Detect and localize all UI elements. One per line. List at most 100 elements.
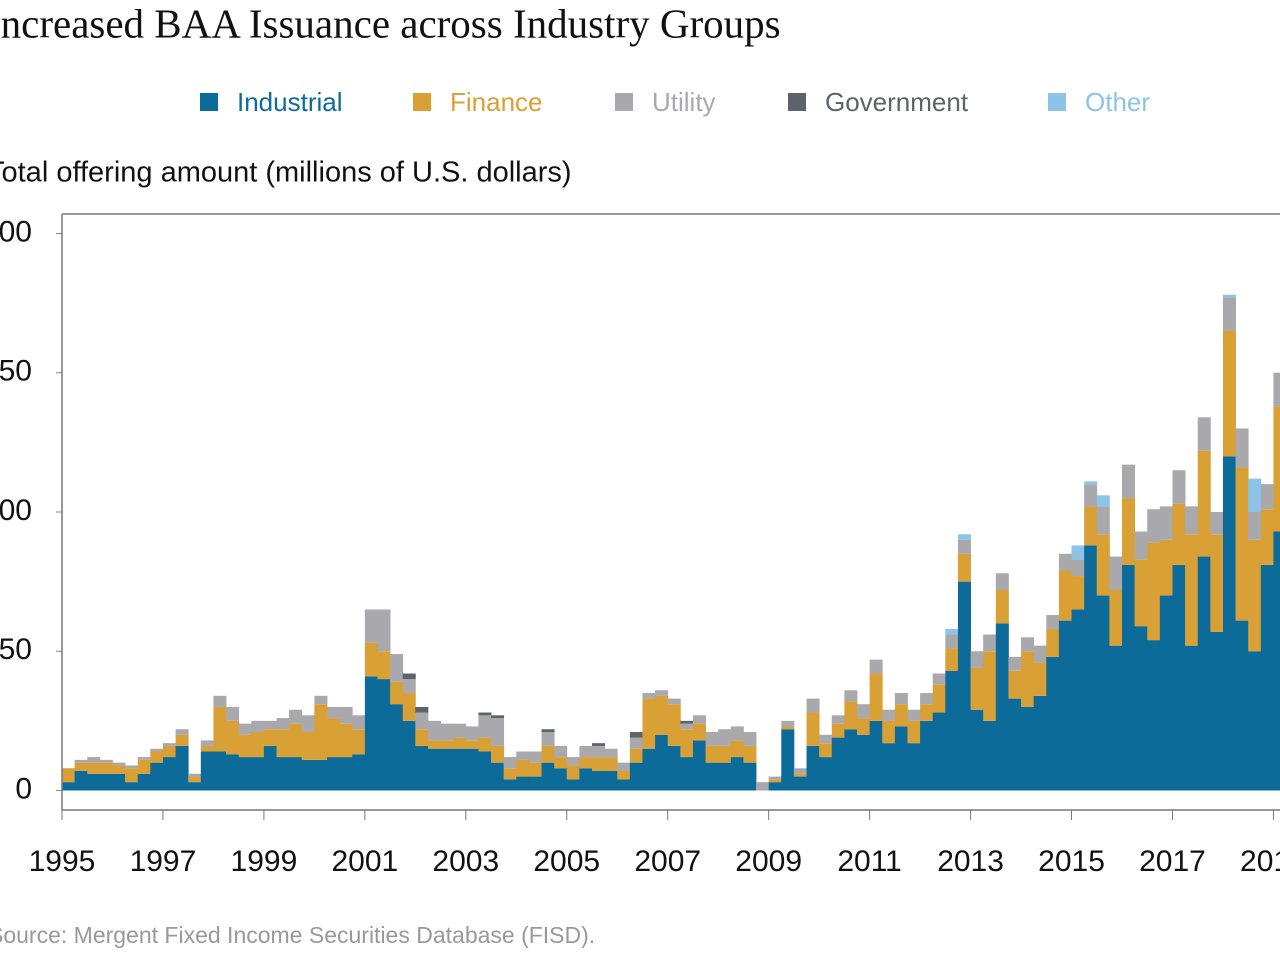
bar-segment — [528, 762, 542, 777]
bar-segment — [150, 762, 164, 791]
bar-segment — [1134, 531, 1148, 560]
bar-segment — [74, 759, 88, 763]
bar-segment — [844, 690, 858, 702]
bar-segment — [289, 723, 303, 758]
bar-segment — [226, 754, 240, 791]
bar-segment — [175, 745, 189, 791]
bar-segment — [1159, 595, 1173, 791]
legend-label: Finance — [450, 87, 543, 117]
bar-segment — [1235, 467, 1249, 621]
bar-segment — [541, 729, 555, 733]
bar-segment — [1222, 456, 1236, 791]
bar-segment — [692, 715, 706, 724]
bar-segment — [528, 776, 542, 791]
bar-segment — [806, 698, 820, 713]
bar-segment — [819, 734, 833, 744]
bar-segment — [932, 684, 946, 713]
bar-segment — [1096, 506, 1110, 535]
bar-segment — [1210, 631, 1224, 791]
bar-segment — [793, 773, 807, 777]
bar-segment — [1084, 545, 1098, 791]
bar-segment — [402, 679, 416, 694]
bar-segment — [162, 743, 176, 746]
bar-segment — [1122, 498, 1136, 565]
bar-segment — [1147, 640, 1161, 791]
bar-segment — [541, 745, 555, 763]
bar-segment — [390, 654, 404, 682]
bar-segment — [894, 693, 908, 705]
bar-segment — [831, 737, 845, 791]
bar-segment — [907, 709, 921, 721]
bar-segment — [1084, 506, 1098, 546]
legend-swatch — [1048, 93, 1066, 111]
bar-segment — [503, 768, 517, 780]
bar-segment — [1058, 570, 1072, 621]
y-tick-label: 100 — [0, 494, 32, 527]
bar-segment — [162, 745, 176, 758]
x-tick-label: 2013 — [937, 845, 1004, 878]
x-tick-label: 2007 — [634, 845, 701, 878]
bar-segment — [920, 693, 934, 705]
x-tick-label: 2009 — [735, 845, 802, 878]
bar-segment — [680, 729, 694, 758]
x-tick-label: 2001 — [331, 845, 398, 878]
bar-segment — [276, 757, 290, 791]
bar-segment — [1185, 506, 1199, 535]
bar-segment — [667, 745, 681, 791]
bar-segment — [655, 690, 669, 696]
bar-segment — [1172, 564, 1186, 791]
bar-segment — [62, 768, 76, 783]
bar-segment — [1071, 576, 1085, 610]
bar-segment — [188, 773, 202, 777]
bar-segment — [427, 748, 441, 791]
bar-segment — [579, 745, 593, 758]
bar-segment — [137, 773, 151, 791]
bar-segment — [112, 765, 126, 774]
bar-segment — [1222, 297, 1236, 331]
bar-segment — [1021, 706, 1035, 791]
bar-segment — [390, 681, 404, 705]
bar-segment — [995, 623, 1009, 791]
bar-segment — [718, 762, 732, 791]
bar-segment — [1172, 503, 1186, 565]
bar-segment — [528, 751, 542, 763]
bar-segment — [327, 706, 341, 719]
legend-swatch — [200, 93, 218, 111]
bar-segment — [99, 762, 113, 774]
bar-segment — [768, 776, 782, 780]
bar-segment — [629, 732, 643, 738]
bar-segment — [427, 720, 441, 741]
bar-segment — [869, 720, 883, 791]
bar-segment — [1046, 628, 1060, 657]
bar-segment — [125, 765, 139, 769]
bar-segment — [995, 573, 1009, 590]
bar-segment — [1008, 670, 1022, 699]
legend-label: Industrial — [237, 87, 343, 117]
bar-segment — [983, 651, 997, 721]
bar-segment — [516, 751, 530, 760]
legend-label: Utility — [652, 87, 716, 117]
bar-segment — [970, 651, 984, 668]
bar-segment — [629, 748, 643, 763]
bar-segment — [402, 673, 416, 680]
bar-segment — [680, 723, 694, 730]
bar-segment — [592, 745, 606, 758]
bar-segment — [415, 745, 429, 791]
bar-segment — [1248, 478, 1262, 512]
bar-segment — [869, 659, 883, 674]
bar-segment — [415, 706, 429, 713]
bar-segment — [491, 715, 505, 719]
bar-segment — [1248, 539, 1262, 652]
bar-segment — [213, 695, 227, 707]
bar-segment — [743, 762, 757, 791]
bar-segment — [226, 720, 240, 755]
bar-segment — [301, 759, 315, 791]
bar-segment — [1185, 645, 1199, 791]
bar-segment — [1248, 651, 1262, 791]
bar-segment — [112, 773, 126, 791]
bar-segment — [554, 757, 568, 769]
bar-segment — [478, 712, 492, 716]
bar-segment — [667, 698, 681, 705]
bar-segment — [541, 732, 555, 746]
